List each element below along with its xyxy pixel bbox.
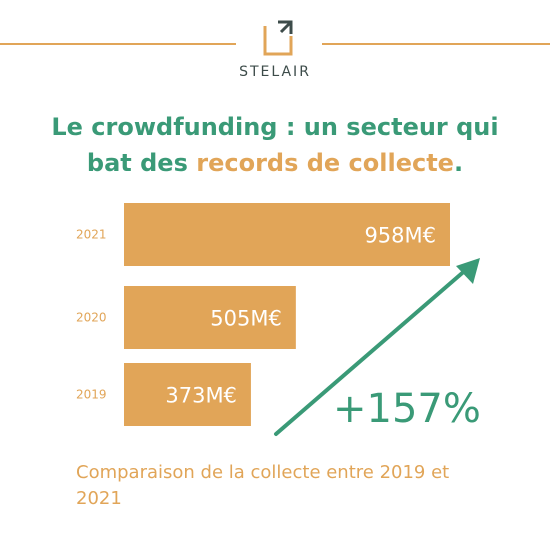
value-label-2021: 958M€ <box>364 224 436 248</box>
headline-line-1: Le crowdfunding : un secteur qui <box>51 113 499 141</box>
year-label-2020: 2020 <box>76 311 107 325</box>
brand-name: STELAIR <box>239 64 311 80</box>
year-label-2019: 2019 <box>76 388 107 402</box>
headline-period: . <box>453 149 464 177</box>
headline-accent: records de collecte <box>196 149 454 177</box>
bar-2019 <box>124 363 251 426</box>
headline-text: bat des <box>86 149 197 177</box>
growth-annotation: +157% <box>333 386 481 432</box>
value-label-2020: 505M€ <box>210 307 282 331</box>
headline-line-2: bat des records de collecte. <box>0 145 550 181</box>
bar-2020 <box>124 286 296 349</box>
chart-caption: Comparaison de la collecte entre 2019 et… <box>76 462 450 509</box>
trend-arrow-head-icon <box>456 258 480 284</box>
headline: Le crowdfunding : un secteur qui bat des… <box>0 109 550 181</box>
header-rule-right <box>322 43 550 45</box>
stelair-logo-icon <box>263 20 293 56</box>
header-rule-left <box>0 43 236 45</box>
trend-arrow-line <box>274 266 470 436</box>
year-label-2021: 2021 <box>76 228 107 242</box>
bar-2021 <box>124 203 450 266</box>
value-label-2019: 373M€ <box>165 384 237 408</box>
